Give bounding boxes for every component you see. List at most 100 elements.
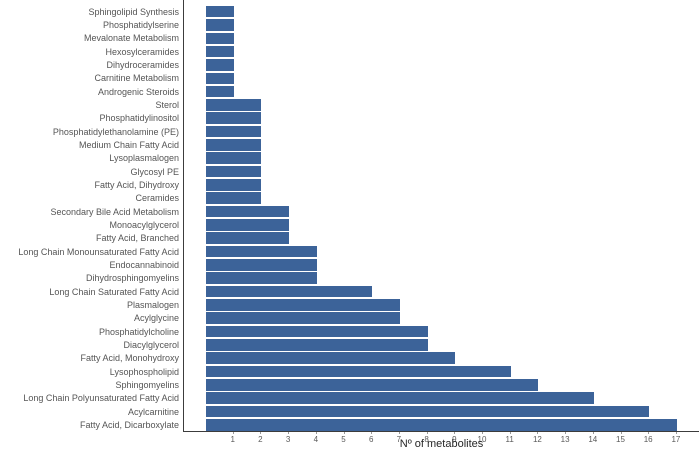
x-tick-label: 12 <box>532 435 542 444</box>
x-tick-mark <box>315 432 317 434</box>
chart-rows: Sphingolipid Synthesis Phosphatidylserine… <box>0 5 700 432</box>
bar <box>206 179 262 191</box>
bar <box>206 405 650 418</box>
chart-row: Acylglycine <box>0 312 700 325</box>
chart-row: Plasmalogen <box>0 298 700 311</box>
bar <box>206 272 317 285</box>
y-axis-label: Sphingomyelins <box>115 379 179 390</box>
y-axis-label: Long Chain Monounsaturated Fatty Acid <box>18 246 179 257</box>
chart-row: Sphingomyelins <box>0 378 700 391</box>
bar <box>206 219 290 231</box>
x-tick-label: 17 <box>671 435 681 444</box>
bar <box>206 125 262 138</box>
x-tick-mark <box>288 432 290 434</box>
plot-panel <box>183 0 699 432</box>
chart-row: Fatty Acid, Monohydroxy <box>0 352 700 365</box>
bar <box>206 205 290 218</box>
y-axis-label: Fatty Acid, Branched <box>95 233 179 244</box>
chart-row: Phosphatidylcholine <box>0 325 700 338</box>
x-tick-mark <box>260 432 262 434</box>
bar <box>206 312 400 324</box>
chart-row: Monoacylglycerol <box>0 218 700 231</box>
y-axis-label: Carnitine Metabolism <box>94 73 179 84</box>
x-tick-label: 6 <box>368 435 374 444</box>
bar <box>206 165 262 178</box>
x-tick-label: 8 <box>424 435 429 444</box>
y-axis-label: Lysoplasmalogen <box>109 153 179 164</box>
chart-row: Long Chain Polyunsaturated Fatty Acid <box>0 392 700 405</box>
chart-row: Dihydrosphingomyelins <box>0 272 700 285</box>
x-tick-mark <box>648 432 650 434</box>
x-tick-mark <box>343 432 345 434</box>
y-axis-label: Dihydroceramides <box>106 59 179 70</box>
chart-row: Long Chain Monounsaturated Fatty Acid <box>0 245 700 258</box>
y-axis-label: Glycosyl PE <box>130 166 179 177</box>
bar <box>206 19 234 31</box>
x-tick-mark <box>371 432 373 434</box>
y-axis-label: Fatty Acid, Monohydroxy <box>80 353 179 364</box>
x-axis-ticks: 1 2 3 4 5 6 7 8 9 10 11 12 13 14 15 16 17 <box>0 432 700 446</box>
y-axis-label: Secondary Bile Acid Metabolism <box>50 206 179 217</box>
y-axis-label: Sterol <box>155 99 179 110</box>
chart-row: Glycosyl PE <box>0 165 700 178</box>
bar <box>206 99 262 111</box>
bar <box>206 325 428 338</box>
bar <box>206 72 234 85</box>
y-axis-label: Phosphatidylcholine <box>98 326 179 337</box>
chart-row: Endocannabinoid <box>0 258 700 271</box>
y-axis-label: Fatty Acid, Dihydroxy <box>94 179 179 190</box>
bar <box>206 32 234 45</box>
x-tick-mark <box>482 432 483 434</box>
y-axis-label: Acylcarnitine <box>127 406 179 417</box>
x-tick-label: 7 <box>396 435 402 444</box>
x-tick-mark <box>454 432 456 434</box>
y-axis-label: Sphingolipid Synthesis <box>88 6 179 17</box>
x-tick-label: 11 <box>505 435 514 444</box>
bar <box>206 245 317 258</box>
chart-row: Androgenic Steroids <box>0 85 700 98</box>
x-tick-label: 13 <box>560 435 570 444</box>
chart-row: Sphingolipid Synthesis <box>0 5 700 18</box>
x-tick-label: 10 <box>477 435 487 444</box>
bar <box>206 232 290 245</box>
x-tick-label: 5 <box>341 435 346 444</box>
chart-row: Mevalonate Metabolism <box>0 32 700 45</box>
x-tick-mark <box>565 432 567 434</box>
bar <box>206 285 373 298</box>
chart-row: Fatty Acid, Branched <box>0 232 700 245</box>
bar <box>206 259 317 271</box>
y-axis-label: Phosphatidylserine <box>102 19 179 30</box>
chart-row: Hexosylceramides <box>0 45 700 58</box>
y-axis-label: Ceramides <box>135 193 179 204</box>
x-tick-label: 2 <box>258 435 263 444</box>
bar <box>206 59 234 71</box>
y-axis-label: Long Chain Polyunsaturated Fatty Acid <box>23 393 179 404</box>
x-tick-mark <box>620 432 622 434</box>
bar <box>206 85 234 98</box>
chart-row: Diacylglycerol <box>0 338 700 351</box>
chart-row: Secondary Bile Acid Metabolism <box>0 205 700 218</box>
y-axis-label: Fatty Acid, Dicarboxylate <box>79 419 179 430</box>
x-tick-label: 16 <box>643 435 653 444</box>
x-tick-label: 14 <box>588 435 598 444</box>
x-tick-mark <box>592 432 594 434</box>
y-axis-label: Endocannabinoid <box>109 259 179 270</box>
bar <box>206 5 234 18</box>
y-axis-label: Phosphatidylinositol <box>99 113 179 124</box>
bar <box>206 365 511 378</box>
y-axis-label: Diacylglycerol <box>123 339 179 350</box>
bar <box>206 352 456 364</box>
y-axis-label: Phosphatidylethanolamine (PE) <box>52 126 179 137</box>
y-axis-label: Long Chain Saturated Fatty Acid <box>49 286 179 297</box>
chart-row: Ceramides <box>0 192 700 205</box>
bar <box>206 112 262 125</box>
x-tick-mark <box>398 432 400 434</box>
chart-row: Lysoplasmalogen <box>0 152 700 165</box>
bar <box>206 192 262 205</box>
chart-row: Carnitine Metabolism <box>0 72 700 85</box>
x-tick-mark <box>232 432 234 434</box>
chart-row: Fatty Acid, Dihydroxy <box>0 178 700 191</box>
y-axis-label: Acylglycine <box>133 313 179 324</box>
bar <box>206 419 677 431</box>
